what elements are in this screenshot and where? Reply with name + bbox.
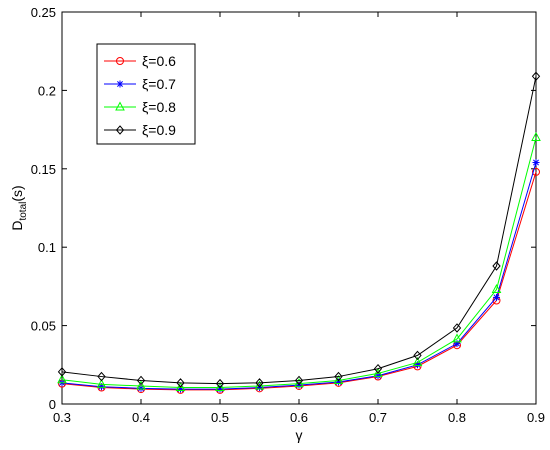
data-point-marker xyxy=(531,71,541,82)
data-point-marker xyxy=(215,378,225,389)
legend-marker xyxy=(115,101,125,111)
data-point-marker xyxy=(373,363,383,374)
legend-label: ξ=0.8 xyxy=(142,99,176,115)
x-tick-label: 0.9 xyxy=(527,410,545,425)
x-tick-label: 0.6 xyxy=(290,410,308,425)
data-point-marker xyxy=(492,261,501,271)
data-point-marker xyxy=(57,367,67,377)
y-tick-label: 0.05 xyxy=(31,319,56,334)
legend-item: ξ=0.9 xyxy=(104,122,176,138)
data-point-marker xyxy=(96,378,107,388)
data-point-marker xyxy=(531,131,541,141)
data-point-marker xyxy=(452,323,462,333)
data-point-marker xyxy=(453,340,461,348)
series-layer xyxy=(57,71,541,394)
y-tick-label: 0.2 xyxy=(38,83,56,98)
legend-item: ξ=0.6 xyxy=(104,53,176,69)
data-point-marker xyxy=(532,167,540,176)
series-line xyxy=(61,137,537,389)
legend-label: ξ=0.6 xyxy=(142,53,176,69)
x-tick-label: 0.5 xyxy=(211,410,229,425)
y-axis-label-main: D xyxy=(9,221,25,231)
legend-item: ξ=0.8 xyxy=(104,99,176,115)
legend-label: ξ=0.9 xyxy=(142,122,176,138)
data-point-marker xyxy=(532,159,540,167)
data-point-marker xyxy=(452,333,462,343)
data-point-marker xyxy=(57,374,67,384)
data-point-marker xyxy=(136,375,146,386)
series-line xyxy=(61,76,537,385)
legend-item: ξ=0.7 xyxy=(104,76,176,92)
data-point-marker xyxy=(255,378,264,388)
data-point-marker xyxy=(136,380,146,390)
y-tick-label: 0 xyxy=(49,397,56,412)
legend-marker xyxy=(115,125,125,135)
y-axis-ticks: 0 0.05 0.1 0.15 0.2 0.25 xyxy=(31,5,536,412)
legend: ξ=0.6 ξ=0.7 ξ=0.8 ξ=0.9 xyxy=(96,43,196,145)
x-axis-ticks: 0.3 0.4 0.5 0.6 0.7 0.8 0.9 xyxy=(53,12,545,425)
data-point-marker xyxy=(491,283,502,294)
legend-marker xyxy=(116,80,124,88)
data-point-marker xyxy=(373,367,383,377)
x-tick-label: 0.7 xyxy=(369,410,387,425)
data-point-marker xyxy=(412,356,423,366)
data-point-marker xyxy=(413,350,422,361)
series-4 xyxy=(57,71,541,389)
y-axis-label-unit: (s) xyxy=(9,185,25,201)
data-point-marker xyxy=(334,371,343,382)
y-axis-label-subscript: total xyxy=(18,202,29,221)
y-tick-label: 0.25 xyxy=(31,5,56,20)
legend-marker xyxy=(116,57,124,65)
y-axis-label: Dtotal(s) xyxy=(9,185,29,230)
data-point-marker xyxy=(333,374,344,384)
y-tick-label: 0.15 xyxy=(31,162,56,177)
x-axis-label: γ xyxy=(296,427,303,443)
data-point-marker xyxy=(215,381,225,392)
data-point-marker xyxy=(294,375,304,386)
x-tick-label: 0.3 xyxy=(53,410,71,425)
data-point-marker xyxy=(176,378,185,388)
x-tick-label: 0.8 xyxy=(448,410,466,425)
x-tick-label: 0.4 xyxy=(132,410,150,425)
data-point-marker xyxy=(97,371,106,382)
data-point-marker xyxy=(493,293,500,301)
data-point-marker xyxy=(175,381,186,392)
y-tick-label: 0.1 xyxy=(38,240,56,255)
legend-label: ξ=0.7 xyxy=(142,76,176,92)
